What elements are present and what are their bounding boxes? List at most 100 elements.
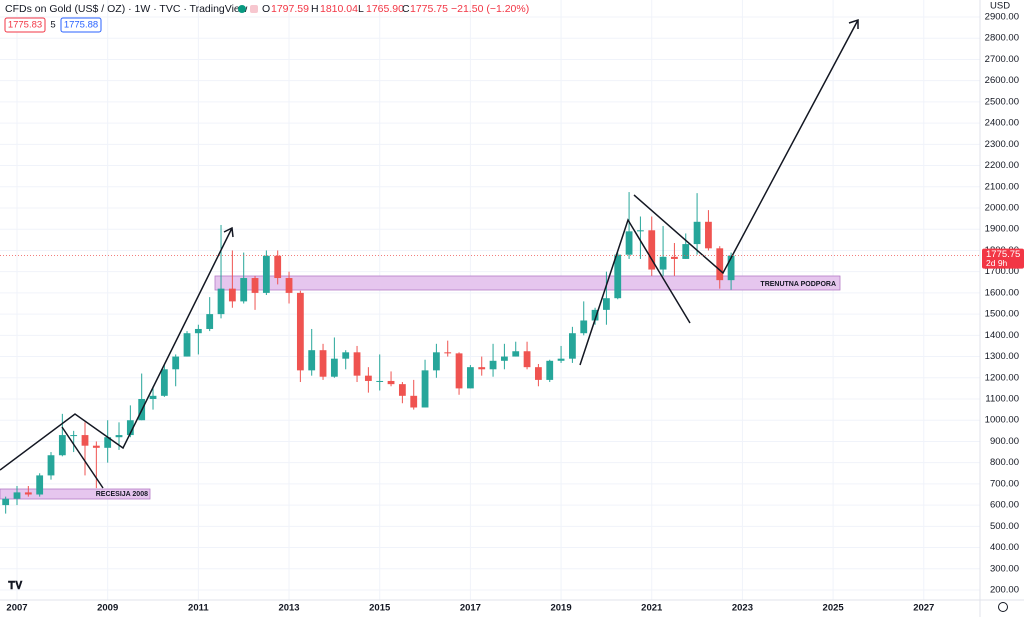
ohlc-value: 1765.90 xyxy=(366,3,404,15)
y-tick-label: 200.00 xyxy=(990,585,1019,596)
candle-body xyxy=(512,351,520,357)
y-tick-label: 1200.00 xyxy=(985,372,1019,383)
y-tick-label: 1900.00 xyxy=(985,224,1019,235)
candle-body xyxy=(36,475,44,495)
drawings xyxy=(0,18,859,489)
countdown: 2d 9h xyxy=(986,258,1008,268)
y-tick-label: 2000.00 xyxy=(985,203,1019,214)
trend-line xyxy=(633,19,859,275)
candle-body xyxy=(172,356,180,370)
ohlc-value: 1775.75 xyxy=(410,3,448,15)
y-tick-label: 2800.00 xyxy=(985,33,1019,44)
zone xyxy=(0,488,151,500)
ohlc-value: 1810.04 xyxy=(320,3,358,15)
x-tick-label: 2017 xyxy=(460,603,481,614)
y-tick-label: 1000.00 xyxy=(985,415,1019,426)
candle-body xyxy=(160,369,168,396)
trend-line xyxy=(0,227,233,471)
candle-body xyxy=(580,320,588,334)
y-tick-label: 700.00 xyxy=(990,478,1019,489)
candle-body xyxy=(648,230,656,270)
ohlc-label: H xyxy=(311,3,319,15)
candle-body xyxy=(81,435,89,446)
x-tick-label: 2027 xyxy=(913,603,934,614)
y-tick-label: 400.00 xyxy=(990,542,1019,553)
x-tick-label: 2007 xyxy=(6,603,27,614)
candle-body xyxy=(614,254,622,299)
arrow-head xyxy=(223,226,234,238)
y-tick-label: 2300.00 xyxy=(985,139,1019,150)
candle-body xyxy=(24,492,32,495)
ohlc-value: 1797.59 xyxy=(271,3,309,15)
candle-body xyxy=(432,352,440,371)
y-tick-label: 600.00 xyxy=(990,500,1019,511)
candle-body xyxy=(705,221,712,249)
candle-body xyxy=(716,248,724,281)
candle-body xyxy=(183,333,191,357)
arrow-head xyxy=(848,18,859,29)
candle-body xyxy=(682,244,690,259)
candle-body xyxy=(285,278,293,293)
candle-body xyxy=(206,314,214,329)
y-tick-label: 1600.00 xyxy=(985,287,1019,298)
candle-body xyxy=(364,375,372,381)
annotation: RECESIJA 2008 xyxy=(96,491,148,498)
y-tick-label: 300.00 xyxy=(990,563,1019,574)
trend-line xyxy=(579,218,691,366)
candle-body xyxy=(353,352,361,376)
y-tick-label: 2600.00 xyxy=(985,75,1019,86)
x-tick-label: 2021 xyxy=(641,603,663,614)
candle-body xyxy=(228,288,236,302)
y-tick-label: 1500.00 xyxy=(985,309,1019,320)
x-tick-label: 2023 xyxy=(732,603,753,614)
ohlc-label: L xyxy=(358,3,364,15)
candle-body xyxy=(149,395,157,399)
ask: 1775.88 xyxy=(64,20,98,31)
annotation: TRENUTNA PODPORA xyxy=(760,281,836,288)
x-tick-label: 2013 xyxy=(278,603,299,614)
candle-body xyxy=(659,256,667,270)
candle-body xyxy=(251,278,259,293)
candle-body xyxy=(466,367,474,389)
candle-body xyxy=(534,367,542,380)
y-tick-label: 1300.00 xyxy=(985,351,1019,362)
candle-body xyxy=(104,437,112,448)
candle-body xyxy=(569,333,576,359)
currency: USD xyxy=(990,1,1010,12)
candle-body xyxy=(500,356,508,361)
candle-body xyxy=(262,255,270,293)
ask-box[interactable] xyxy=(60,17,102,33)
y-tick-label: 1100.00 xyxy=(985,394,1019,405)
candle-body xyxy=(557,358,565,361)
candle-body xyxy=(591,309,599,321)
y-tick-label: 2500.00 xyxy=(985,96,1019,107)
candle-body xyxy=(693,221,701,245)
candle-body xyxy=(296,292,304,371)
candle-body xyxy=(70,435,78,437)
settings-icon[interactable] xyxy=(998,602,1008,612)
candle-body xyxy=(671,256,678,259)
candle-body xyxy=(625,231,633,255)
x-tick-label: 2009 xyxy=(97,603,118,614)
candle-body xyxy=(47,455,55,476)
spread: 5 xyxy=(50,20,55,31)
y-tick-label: 2100.00 xyxy=(985,181,1019,192)
candle-body xyxy=(455,353,463,389)
candle-body xyxy=(240,278,248,302)
candle-body xyxy=(410,395,418,408)
candle-body xyxy=(523,351,531,368)
candle-body xyxy=(478,367,486,370)
candle-body xyxy=(421,370,429,408)
candle-body xyxy=(637,230,644,232)
last-price-label: 1775.75 xyxy=(986,249,1020,260)
bid-box[interactable] xyxy=(4,17,46,33)
y-tick-label: 900.00 xyxy=(990,436,1019,447)
y-tick-label: 2400.00 xyxy=(985,118,1019,129)
change: −21.50 (−1.20%) xyxy=(451,3,529,15)
candle-body xyxy=(2,498,10,506)
bid: 1775.83 xyxy=(8,20,42,31)
candle-body xyxy=(603,298,610,310)
ohlc-label: O xyxy=(262,3,270,15)
